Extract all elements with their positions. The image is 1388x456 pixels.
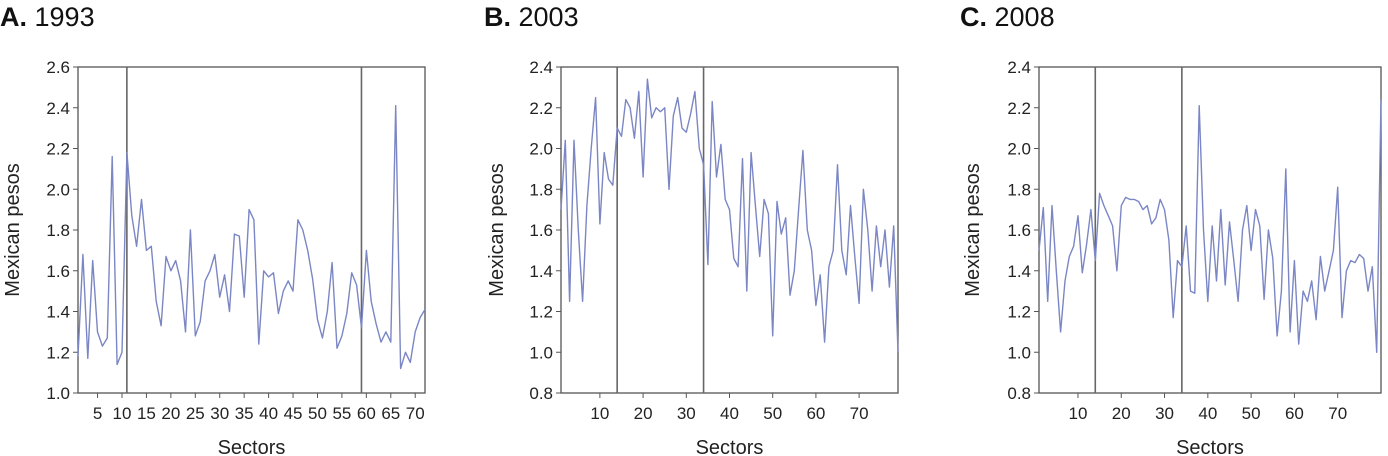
series-line [560,78,899,353]
panel-title: 2003 [518,2,579,32]
y-tick-label: 1.4 [529,262,553,281]
x-tick-label: 35 [235,404,254,423]
x-tick-label: 60 [806,404,825,423]
x-tick-label: 40 [259,404,278,423]
chart-panel-a: A. 1993 1.0 1.2 1.4 1.6 1.8 2.0 2.2 2.4 2.6 5 10 15… [0,0,462,456]
y-tick-label: 2.0 [46,180,70,199]
x-tick-label: 50 [763,404,782,423]
y-tick-label: 1.8 [529,180,553,199]
y-tick-label: 1.8 [1007,180,1031,199]
panel-heading: C. 2008 [960,0,1055,34]
x-tick-label: 25 [186,404,205,423]
x-tick-label: 30 [677,404,696,423]
series-line [1038,99,1382,353]
x-axis-title: Sectors [218,437,286,456]
y-tick-label: 1.0 [1007,343,1031,362]
x-tick-label: 20 [161,404,180,423]
chart-panel-c: C. 2008 0.8 1.0 1.2 1.4 1.6 1.8 2.0 2.2 2.4 10 20 3… [960,0,1388,456]
x-tick-label: 10 [1069,404,1088,423]
panel-title: 2008 [994,2,1055,32]
y-tick-label: 2.2 [46,140,70,159]
y-tick-label: 2.4 [1007,58,1031,77]
y-tick-label: 1.0 [529,343,553,362]
x-tick-label: 45 [284,404,303,423]
x-tick-label: 40 [1198,404,1217,423]
y-tick-label: 0.8 [1007,384,1031,403]
y-tick-label: 1.8 [46,221,70,240]
x-tick-label: 60 [1285,404,1304,423]
x-tick-label: 30 [210,404,229,423]
x-tick-label: 65 [381,404,400,423]
y-tick-label: 1.4 [46,303,70,322]
x-tick-label: 60 [357,404,376,423]
x-tick-label: 15 [137,404,156,423]
y-tick-label: 2.4 [529,58,553,77]
y-tick-label: 1.6 [1007,221,1031,240]
panel-heading: B. 2003 [484,0,579,34]
x-tick-label: 70 [406,404,425,423]
y-tick-label: 1.2 [1007,303,1031,322]
panel-title: 1993 [34,2,95,32]
x-tick-label: 50 [1242,404,1261,423]
plot-frame [560,66,899,394]
x-tick-label: 10 [590,404,609,423]
y-tick-label: 2.0 [1007,140,1031,159]
panel-letter: A. [0,2,27,32]
y-tick-label: 2.2 [1007,99,1031,118]
x-tick-label: 70 [1328,404,1347,423]
x-tick-label: 70 [850,404,869,423]
y-tick-label: 1.0 [46,384,70,403]
y-tick-label: 2.2 [529,99,553,118]
x-tick-label: 5 [93,404,102,423]
y-tick-label: 2.0 [529,140,553,159]
plot-frame [77,66,426,394]
line-chart: 1.0 1.2 1.4 1.6 1.8 2.0 2.2 2.4 2.6 5 10 15 20 25 30 35… [2,58,426,456]
x-axis-title: Sectors [1176,437,1244,456]
plot-frame [1038,66,1382,394]
panel-heading: A. 1993 [0,0,95,34]
line-chart: 0.8 1.0 1.2 1.4 1.6 1.8 2.0 2.2 2.4 10 20 30 40 50 60 7… [486,58,899,456]
panel-letter: C. [960,2,987,32]
x-tick-label: 20 [1112,404,1131,423]
line-chart: 0.8 1.0 1.2 1.4 1.6 1.8 2.0 2.2 2.4 10 20 30 40 50 60 7… [962,58,1382,456]
y-tick-label: 1.6 [46,262,70,281]
x-tick-label: 20 [634,404,653,423]
panel-letter: B. [484,2,511,32]
y-tick-label: 1.4 [1007,262,1031,281]
y-tick-label: 1.6 [529,221,553,240]
y-axis-title: Mexican pesos [2,163,24,296]
series-line [77,104,426,370]
x-tick-label: 55 [332,404,351,423]
x-axis-title: Sectors [696,437,764,456]
y-axis-title: Mexican pesos [486,163,508,296]
y-tick-label: 2.6 [46,58,70,77]
y-tick-label: 1.2 [529,303,553,322]
y-tick-label: 1.2 [46,343,70,362]
x-tick-label: 10 [113,404,132,423]
y-tick-label: 0.8 [529,384,553,403]
x-tick-label: 50 [308,404,327,423]
y-tick-label: 2.4 [46,99,70,118]
chart-panel-b: B. 2003 0.8 1.0 1.2 1.4 1.6 1.8 2.0 2.2 2.4 10 20 3… [484,0,946,456]
y-axis-title: Mexican pesos [962,163,984,296]
x-tick-label: 30 [1155,404,1174,423]
x-tick-label: 40 [720,404,739,423]
